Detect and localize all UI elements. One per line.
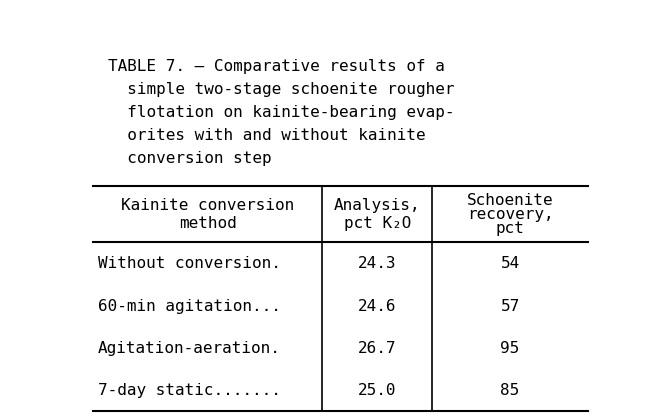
Text: flotation on kainite-bearing evap-: flotation on kainite-bearing evap-	[108, 105, 455, 120]
Text: 26.7: 26.7	[358, 340, 397, 355]
Text: TABLE 7. – Comparative results of a: TABLE 7. – Comparative results of a	[108, 59, 445, 74]
Text: conversion step: conversion step	[108, 151, 272, 166]
Text: pct: pct	[496, 221, 525, 235]
Text: 57: 57	[500, 298, 520, 313]
Text: pct K₂O: pct K₂O	[343, 216, 411, 231]
Text: simple two-stage schoenite rougher: simple two-stage schoenite rougher	[108, 82, 455, 97]
Text: Agitation-aeration.: Agitation-aeration.	[98, 340, 281, 355]
Text: 24.6: 24.6	[358, 298, 397, 313]
Text: Kainite conversion: Kainite conversion	[121, 197, 294, 212]
Text: 7-day static.......: 7-day static.......	[98, 382, 281, 397]
Text: 60-min agitation...: 60-min agitation...	[98, 298, 281, 313]
Text: Schoenite: Schoenite	[467, 193, 554, 208]
Text: 85: 85	[500, 382, 520, 397]
Text: 24.3: 24.3	[358, 256, 397, 271]
Text: recovery,: recovery,	[467, 206, 554, 222]
Text: Analysis,: Analysis,	[334, 197, 420, 212]
Text: 54: 54	[500, 256, 520, 271]
Text: orites with and without kainite: orites with and without kainite	[108, 128, 426, 143]
Text: 25.0: 25.0	[358, 382, 397, 397]
Text: 95: 95	[500, 340, 520, 355]
Text: Without conversion.: Without conversion.	[98, 256, 281, 271]
Text: method: method	[179, 216, 237, 231]
